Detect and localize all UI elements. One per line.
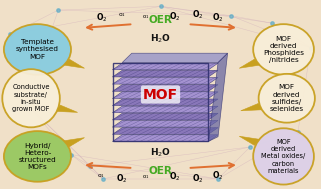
Text: O$_2$: O$_2$ [169, 170, 181, 183]
Polygon shape [113, 85, 218, 91]
Text: Hybrid/
Hetero-
structured
MOFs: Hybrid/ Hetero- structured MOFs [19, 143, 56, 170]
Polygon shape [64, 59, 84, 68]
Text: o$_1$: o$_1$ [142, 173, 150, 181]
Text: MOF: MOF [143, 88, 178, 101]
Ellipse shape [4, 131, 71, 182]
Text: O$_2$: O$_2$ [169, 10, 181, 23]
Text: O$_2$: O$_2$ [116, 172, 127, 185]
Text: O$_2$: O$_2$ [212, 170, 224, 182]
Polygon shape [122, 53, 228, 63]
Text: Conductive
substrate/
in-situ
grown MOF: Conductive substrate/ in-situ grown MOF [12, 84, 50, 112]
Polygon shape [113, 63, 218, 70]
Polygon shape [113, 135, 218, 141]
Polygon shape [239, 59, 260, 68]
Ellipse shape [253, 24, 314, 75]
Ellipse shape [253, 128, 314, 184]
Polygon shape [113, 106, 218, 113]
Text: O$_2$: O$_2$ [193, 172, 204, 185]
Text: Template
synthesised
MOF: Template synthesised MOF [16, 39, 59, 60]
Polygon shape [64, 138, 84, 147]
Text: o$_1$: o$_1$ [142, 13, 150, 21]
Text: OER: OER [149, 15, 172, 25]
Polygon shape [113, 120, 218, 127]
Polygon shape [239, 136, 260, 145]
Polygon shape [208, 53, 228, 141]
Text: OER: OER [149, 167, 172, 176]
Ellipse shape [4, 24, 71, 75]
Text: O$_2$: O$_2$ [212, 11, 224, 24]
Polygon shape [113, 99, 218, 106]
Text: o$_1$: o$_1$ [117, 11, 126, 19]
Polygon shape [113, 92, 218, 98]
Polygon shape [56, 105, 78, 112]
Polygon shape [113, 70, 218, 77]
Text: H$_2$O: H$_2$O [150, 33, 171, 45]
Polygon shape [241, 103, 262, 111]
Polygon shape [113, 77, 218, 84]
Polygon shape [113, 128, 218, 134]
Ellipse shape [2, 69, 60, 127]
Text: O$_2$: O$_2$ [193, 9, 204, 21]
Text: O$_2$: O$_2$ [96, 11, 107, 24]
Text: MOF
derived
Metal oxides/
carbon
materials: MOF derived Metal oxides/ carbon materia… [261, 139, 306, 174]
Text: o$_1$: o$_1$ [98, 172, 105, 180]
Ellipse shape [259, 74, 315, 123]
Text: MOF
derived
sulfides/
selenides: MOF derived sulfides/ selenides [270, 84, 304, 112]
Polygon shape [113, 113, 218, 120]
Text: H$_2$O: H$_2$O [150, 146, 171, 159]
Text: MOF
derived
Phosphides
/nitrides: MOF derived Phosphides /nitrides [263, 36, 304, 63]
